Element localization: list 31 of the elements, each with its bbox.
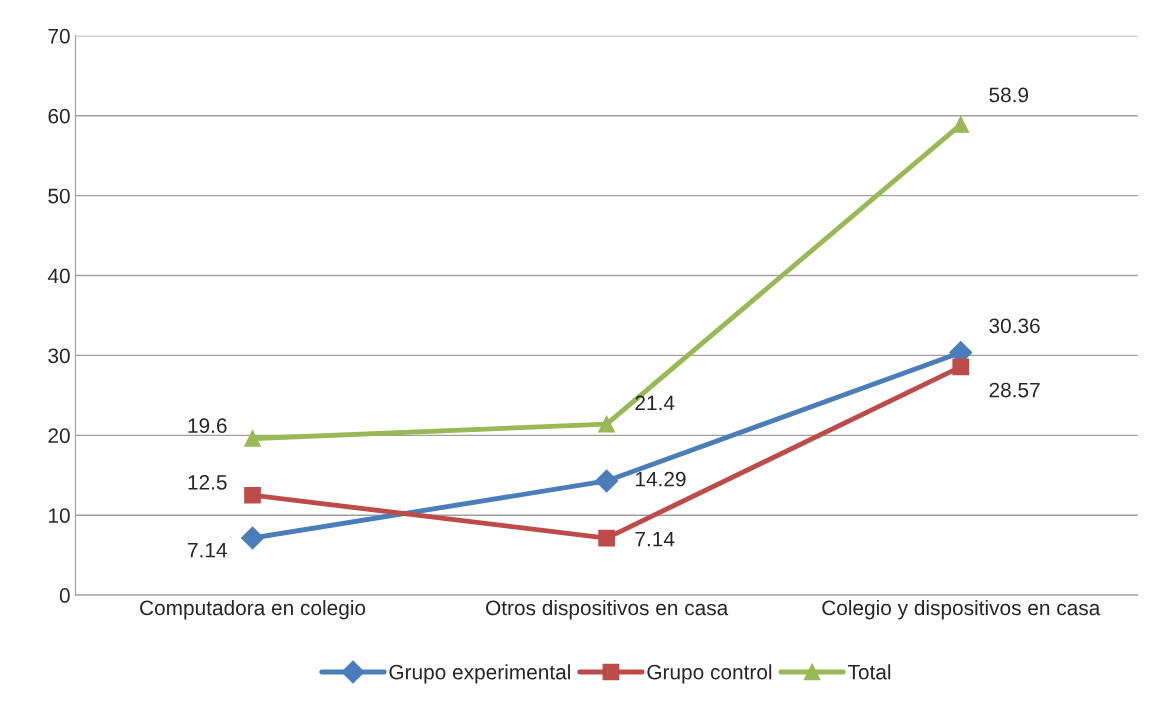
point: [595, 469, 619, 493]
x-tick-label: Otros dispositivos en casa: [486, 599, 729, 620]
data-label: 14.29: [635, 471, 686, 487]
data-label: 7.14: [635, 531, 675, 547]
y-tick-label: 70: [48, 28, 70, 44]
data-label: 28.57: [989, 382, 1040, 398]
y-tick-label: 50: [48, 188, 70, 204]
point: [241, 526, 265, 550]
data-label: 7.14: [188, 543, 227, 558]
y-tick-label: 40: [47, 268, 70, 284]
point: [598, 529, 615, 547]
point: [598, 415, 615, 433]
data-label: 21.4: [635, 395, 675, 411]
point: [244, 486, 261, 504]
legend-label: Grupo control: [647, 664, 772, 684]
point: [244, 430, 261, 447]
y-tick-label: 60: [48, 108, 70, 124]
data-label: 30.36: [989, 318, 1040, 334]
y-tick-label: 20: [48, 428, 70, 444]
y-tick-label: 30: [48, 348, 70, 364]
x-tick-label: Colegio y dispositivos en casa: [822, 599, 1101, 620]
data-label: 58.9: [989, 87, 1029, 103]
legend-label: Total: [848, 664, 891, 680]
x-tick-label: Computadora en colegio: [140, 599, 366, 620]
point: [952, 358, 970, 376]
data-label: 19.6: [188, 418, 227, 433]
point: [952, 116, 970, 133]
y-tick-label: 10: [49, 508, 70, 523]
data-label: 12.5: [188, 474, 227, 490]
legend-label: Grupo experimental: [389, 664, 570, 684]
y-tick-label: 0: [59, 588, 70, 603]
